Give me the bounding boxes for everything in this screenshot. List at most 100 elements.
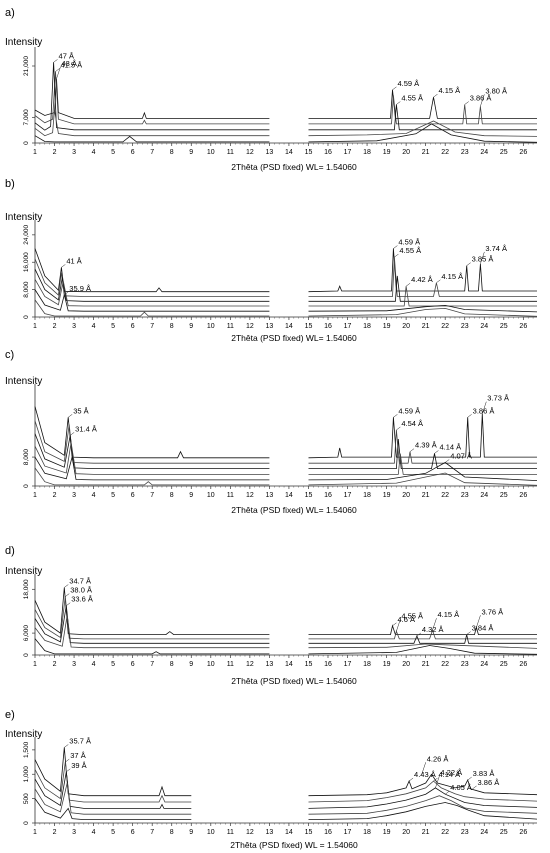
annotation-leader <box>445 791 450 795</box>
series-2-left <box>34 420 270 464</box>
series-6-right <box>308 472 538 486</box>
x-tick-label: 13 <box>265 149 273 156</box>
annotation-leader <box>476 615 481 628</box>
x-tick-label: 15 <box>305 829 313 836</box>
y-tick-label: 16,000 <box>23 252 30 272</box>
x-tick-label: 12 <box>246 492 254 499</box>
panel-label: d) <box>5 545 15 557</box>
x-axis-label: 2Thêta (PSD fixed) WL = 1.54060 <box>230 840 358 850</box>
x-tick-label: 7 <box>150 829 154 836</box>
x-tick-label: 19 <box>383 149 391 156</box>
series-1-left <box>34 78 270 119</box>
peak-annotation: 4.15 Å <box>438 86 460 95</box>
x-tick-label: 23 <box>461 323 469 330</box>
annotation-leader <box>65 593 70 597</box>
annotation-leader <box>396 426 401 431</box>
x-tick-label: 3 <box>72 661 76 668</box>
x-tick-label: 21 <box>422 149 430 156</box>
y-axis-label: Intensity <box>5 729 42 740</box>
x-tick-label: 14 <box>285 829 293 836</box>
series-4-left <box>34 614 270 649</box>
peak-annotation: 33.6 Å <box>71 595 93 604</box>
x-tick-label: 17 <box>344 492 352 499</box>
x-tick-label: 17 <box>344 149 352 156</box>
x-tick-label: 18 <box>363 149 371 156</box>
y-axis-label: Intensity <box>5 566 42 577</box>
x-axis-label: 2Thêta (PSD fixed) WL= 1.54060 <box>231 676 357 686</box>
peak-annotation: 4.15 Å <box>437 610 459 619</box>
annotation-leader <box>393 414 398 418</box>
annotation-leader <box>421 762 426 775</box>
annotation-leader <box>394 253 399 258</box>
x-tick-label: 23 <box>461 829 469 836</box>
x-tick-label: 7 <box>150 149 154 156</box>
x-tick-label: 18 <box>363 829 371 836</box>
x-tick-label: 23 <box>461 661 469 668</box>
x-tick-label: 12 <box>246 323 254 330</box>
x-tick-label: 10 <box>207 661 215 668</box>
x-tick-label: 18 <box>363 661 371 668</box>
peak-annotation: 4.54 Å <box>401 419 423 428</box>
annotation-leader <box>393 245 398 249</box>
panel-label: c) <box>5 349 14 361</box>
series-5-right <box>308 123 538 143</box>
x-tick-label: 9 <box>189 661 193 668</box>
x-tick-label: 14 <box>285 323 293 330</box>
x-tick-label: 2 <box>53 492 57 499</box>
x-tick-label: 24 <box>480 829 488 836</box>
x-tick-label: 4 <box>92 492 96 499</box>
series-3-right <box>308 634 537 644</box>
series-2-left <box>34 762 192 803</box>
annotation-leader <box>432 618 437 631</box>
y-tick-label: 0 <box>23 821 30 825</box>
peak-annotation: 4.39 Å <box>415 441 437 450</box>
x-tick-label: 23 <box>461 149 469 156</box>
series-4-right <box>308 286 537 307</box>
x-tick-label: 8 <box>170 829 174 836</box>
peak-annotation: 37 Å <box>70 751 85 760</box>
series-6-left <box>34 467 270 486</box>
peak-annotation: 4.55 Å <box>401 611 423 620</box>
annotation-leader <box>66 768 71 773</box>
y-tick-label: 0 <box>23 653 30 657</box>
annotation-leader <box>55 68 60 72</box>
peak-annotation: 4.55 Å <box>401 94 423 103</box>
x-tick-label: 11 <box>227 829 234 836</box>
peak-annotation: 4.05 Å <box>450 783 472 792</box>
x-tick-label: 15 <box>305 323 313 330</box>
series-5-left <box>34 289 270 312</box>
annotation-leader <box>466 631 471 635</box>
x-tick-label: 21 <box>422 492 430 499</box>
x-tick-label: 25 <box>500 323 508 330</box>
x-tick-label: 13 <box>265 492 273 499</box>
x-tick-label: 4 <box>92 323 96 330</box>
annotation-leader <box>482 401 487 414</box>
x-tick-label: 13 <box>265 661 273 668</box>
x-tick-label: 12 <box>246 149 254 156</box>
x-tick-label: 17 <box>344 829 352 836</box>
peak-annotation: 34.7 Å <box>69 576 91 585</box>
series-1-right <box>308 624 537 635</box>
x-tick-label: 19 <box>383 829 391 836</box>
x-tick-label: 1 <box>33 829 37 836</box>
annotation-leader <box>65 758 70 763</box>
peak-annotation: 4.42 Å <box>411 275 433 284</box>
x-tick-label: 10 <box>207 149 215 156</box>
panel-label: a) <box>5 7 15 19</box>
x-tick-label: 5 <box>111 829 115 836</box>
x-tick-label: 19 <box>383 661 391 668</box>
peak-annotation: 3.76 Å <box>481 607 503 616</box>
peak-annotation: 4.55 Å <box>399 246 421 255</box>
annotation-leader <box>435 775 440 788</box>
x-tick-label: 13 <box>265 829 273 836</box>
x-tick-label: 22 <box>441 492 449 499</box>
y-tick-label: 8,000 <box>23 281 30 298</box>
x-tick-label: 22 <box>441 829 449 836</box>
series-4-right <box>308 795 538 815</box>
peak-annotation: 3.86 Å <box>478 778 500 787</box>
annotation-leader <box>396 619 401 632</box>
peak-annotation: 4.59 Å <box>397 79 419 88</box>
annotation-leader <box>61 264 66 268</box>
peak-annotation: 35 Å <box>73 406 88 415</box>
y-tick-label: 21,000 <box>23 56 30 76</box>
